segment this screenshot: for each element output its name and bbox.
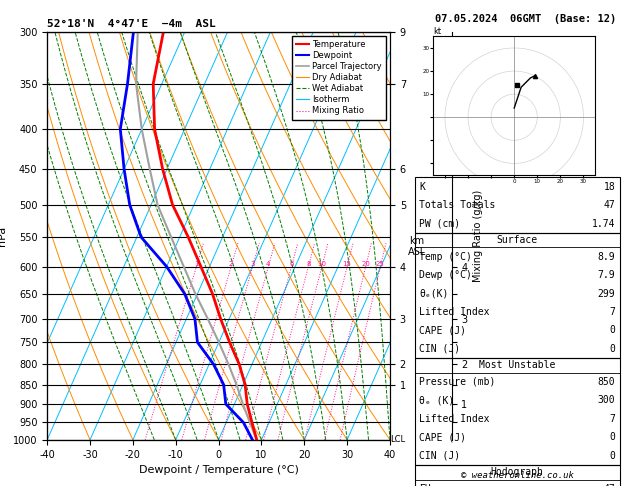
Text: © weatheronline.co.uk: © weatheronline.co.uk [460, 471, 574, 480]
Text: 0: 0 [610, 326, 615, 335]
Text: 0: 0 [610, 433, 615, 442]
Text: CIN (J): CIN (J) [419, 451, 460, 461]
Text: kt: kt [433, 27, 442, 36]
Text: PW (cm): PW (cm) [419, 219, 460, 228]
Text: 2: 2 [229, 260, 233, 267]
Text: Lifted Index: Lifted Index [419, 307, 489, 317]
Text: 299: 299 [598, 289, 615, 298]
Text: Dewp (°C): Dewp (°C) [419, 270, 472, 280]
Text: Temp (°C): Temp (°C) [419, 252, 472, 261]
Text: 4: 4 [266, 260, 270, 267]
Text: 18: 18 [603, 182, 615, 191]
Text: 7.9: 7.9 [598, 270, 615, 280]
Text: CAPE (J): CAPE (J) [419, 433, 466, 442]
Text: Surface: Surface [496, 235, 538, 245]
Text: Lifted Index: Lifted Index [419, 414, 489, 424]
Text: 47: 47 [603, 484, 615, 486]
Text: 7: 7 [610, 307, 615, 317]
Text: 6: 6 [289, 260, 294, 267]
Text: Hodograph: Hodograph [491, 468, 543, 477]
Text: 07.05.2024  06GMT  (Base: 12): 07.05.2024 06GMT (Base: 12) [435, 14, 616, 24]
Text: Most Unstable: Most Unstable [479, 361, 555, 370]
Y-axis label: hPa: hPa [0, 226, 8, 246]
Text: CAPE (J): CAPE (J) [419, 326, 466, 335]
Text: 20: 20 [361, 260, 370, 267]
Text: 1: 1 [194, 260, 199, 267]
Text: K: K [419, 182, 425, 191]
Text: 850: 850 [598, 377, 615, 387]
Text: EH: EH [419, 484, 431, 486]
X-axis label: Dewpoint / Temperature (°C): Dewpoint / Temperature (°C) [138, 465, 299, 475]
Text: CIN (J): CIN (J) [419, 344, 460, 354]
Text: 8.9: 8.9 [598, 252, 615, 261]
Text: 10: 10 [318, 260, 326, 267]
Text: 8: 8 [306, 260, 311, 267]
Text: θₑ (K): θₑ (K) [419, 396, 454, 405]
Text: LCL: LCL [390, 435, 405, 444]
Legend: Temperature, Dewpoint, Parcel Trajectory, Dry Adiabat, Wet Adiabat, Isotherm, Mi: Temperature, Dewpoint, Parcel Trajectory… [292, 36, 386, 120]
Text: 7: 7 [610, 414, 615, 424]
Text: 0: 0 [610, 451, 615, 461]
Text: 47: 47 [603, 200, 615, 210]
Text: Pressure (mb): Pressure (mb) [419, 377, 495, 387]
Text: 3: 3 [250, 260, 255, 267]
Text: 0: 0 [610, 344, 615, 354]
Text: 52°18'N  4°47'E  −4m  ASL: 52°18'N 4°47'E −4m ASL [47, 19, 216, 30]
Y-axis label: Mixing Ratio (g/kg): Mixing Ratio (g/kg) [473, 190, 483, 282]
Text: θₑ(K): θₑ(K) [419, 289, 448, 298]
Y-axis label: km
ASL: km ASL [408, 236, 426, 257]
Text: 300: 300 [598, 396, 615, 405]
Text: Totals Totals: Totals Totals [419, 200, 495, 210]
Text: 15: 15 [343, 260, 352, 267]
Text: 1.74: 1.74 [592, 219, 615, 228]
Text: 25: 25 [376, 260, 385, 267]
